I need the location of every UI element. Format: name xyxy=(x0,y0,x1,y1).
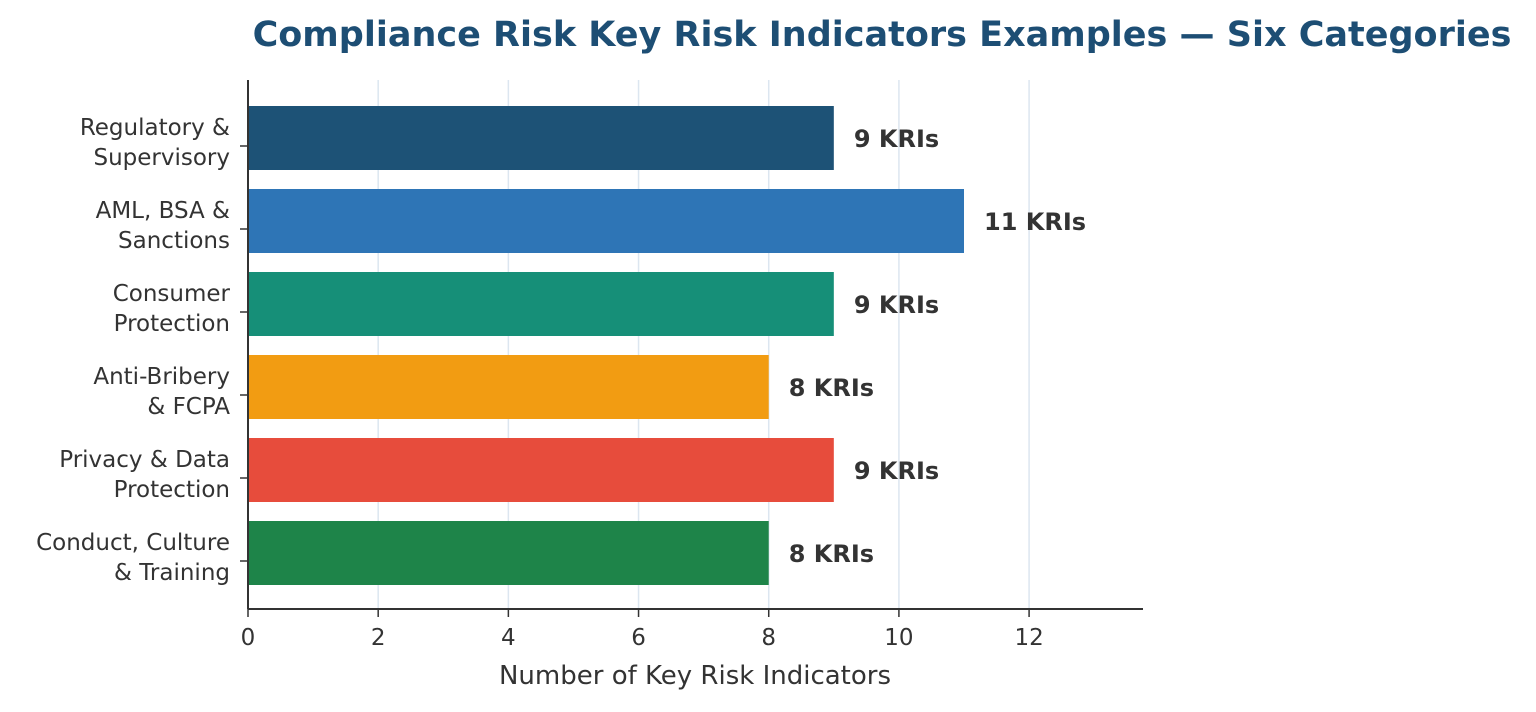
y-tick-label: Consumer Protection xyxy=(113,281,231,337)
x-tick-label: 4 xyxy=(501,625,516,651)
chart-title: Compliance Risk Key Risk Indicators Exam… xyxy=(253,15,1512,55)
x-tick-label: 12 xyxy=(1014,625,1043,651)
bar xyxy=(248,106,834,170)
x-tick-label: 2 xyxy=(371,625,386,651)
y-axis-ticks: Regulatory & Supervisory AML, BSA & Sanctio… xyxy=(36,115,248,586)
bar-value-label: 9 KRIs xyxy=(854,125,939,153)
y-tick-label: Regulatory & Supervisory xyxy=(80,115,230,171)
bars xyxy=(248,106,964,585)
y-tick-label: Privacy & Data Protection xyxy=(59,447,230,503)
bar-value-label: 9 KRIs xyxy=(854,457,939,485)
bar-value-label: 11 KRIs xyxy=(984,208,1086,236)
y-tick-label: AML, BSA & Sanctions xyxy=(96,198,230,254)
bar-value-label: 8 KRIs xyxy=(789,374,874,402)
bar xyxy=(248,272,834,336)
bar-value-label: 9 KRIs xyxy=(854,291,939,319)
bar xyxy=(248,521,769,585)
bar xyxy=(248,438,834,502)
y-tick-label: Conduct, Culture & Training xyxy=(36,530,230,586)
x-tick-label: 0 xyxy=(241,625,256,651)
bar xyxy=(248,189,964,253)
bar xyxy=(248,355,769,419)
data-labels: 9 KRIs 11 KRIs 9 KRIs 8 KRIs 9 KRIs 8 KRIs xyxy=(789,125,1086,568)
x-tick-label: 10 xyxy=(884,625,913,651)
x-axis-label: Number of Key Risk Indicators xyxy=(499,661,891,691)
x-tick-label: 6 xyxy=(631,625,646,651)
x-tick-label: 8 xyxy=(761,625,776,651)
x-axis-ticks: 0 2 4 6 8 10 12 xyxy=(241,609,1044,651)
y-tick-label: Anti-Bribery & FCPA xyxy=(93,364,230,420)
bar-value-label: 8 KRIs xyxy=(789,540,874,568)
